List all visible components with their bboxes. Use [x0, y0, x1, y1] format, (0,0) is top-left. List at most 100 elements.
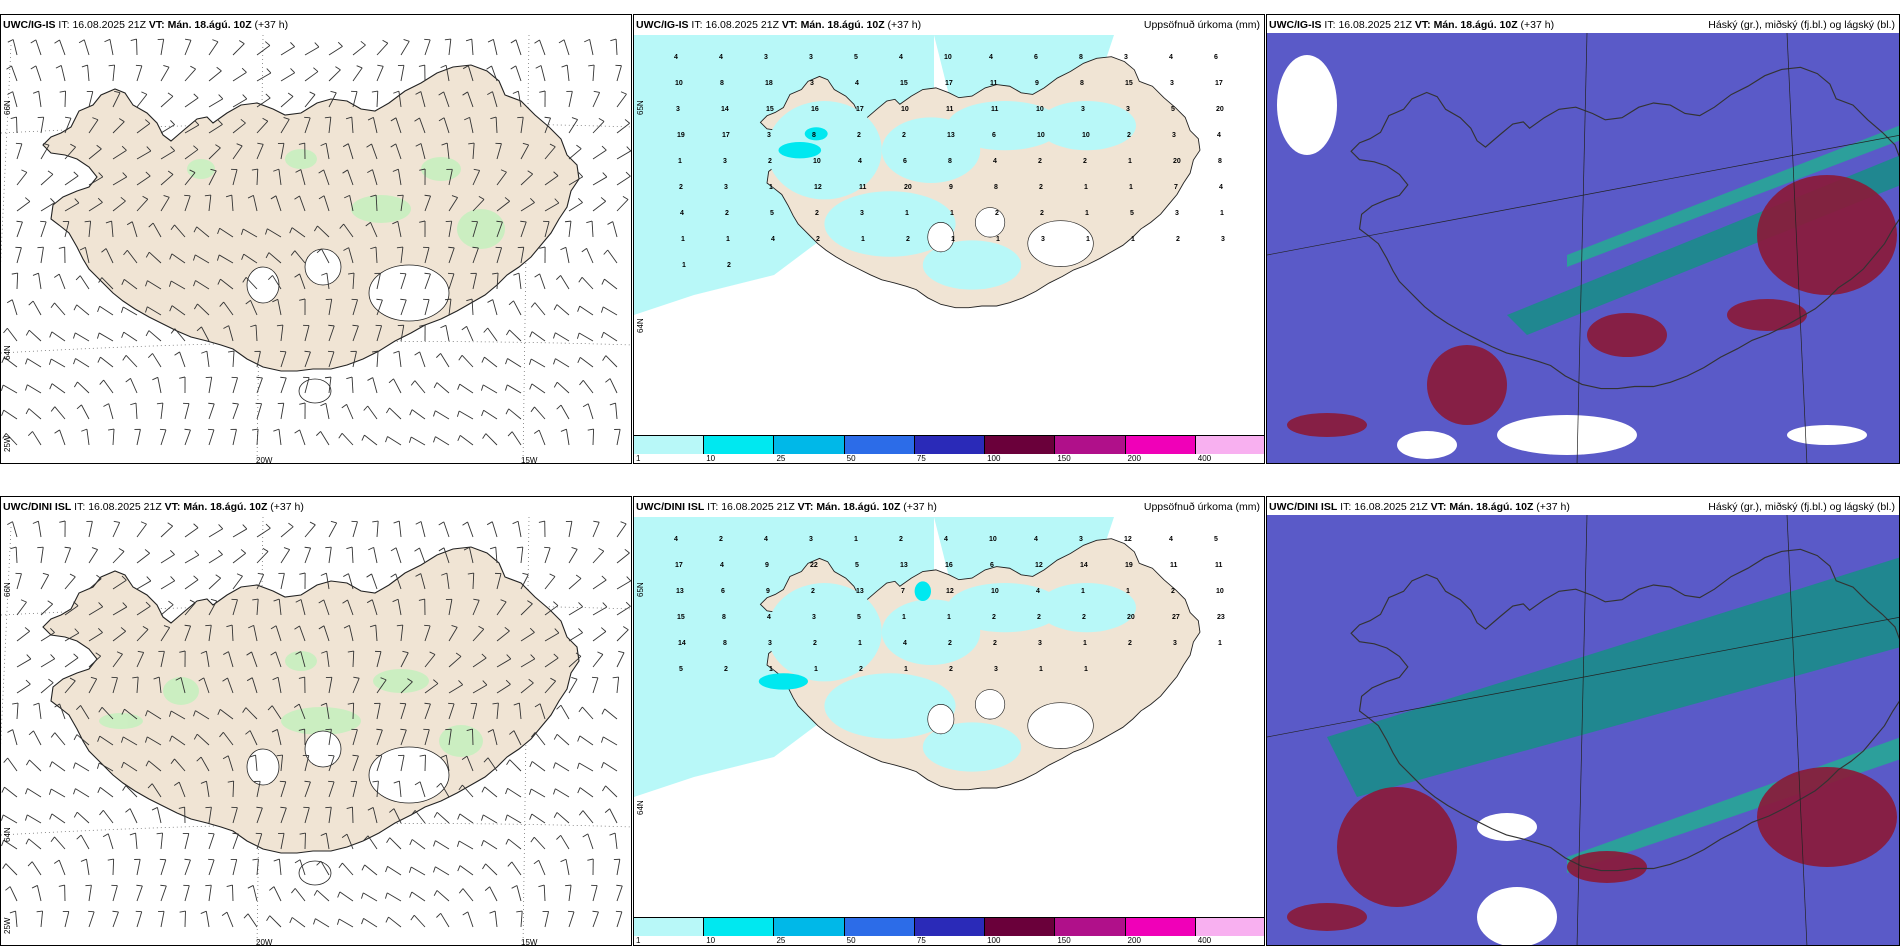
- precip-value: 8: [723, 640, 727, 647]
- lon-label: 15W: [521, 456, 538, 464]
- precip-value: 2: [899, 536, 903, 543]
- precip-value: 2: [1082, 614, 1086, 621]
- precip-value: 3: [767, 132, 771, 139]
- colorbar-label: 200: [1127, 936, 1141, 945]
- precip-value: 12: [946, 588, 954, 595]
- heavy-precip-area: [778, 127, 828, 159]
- precip-value: 2: [727, 262, 731, 269]
- precip-value: 10: [1036, 106, 1044, 113]
- colorbar-swatch: [1195, 918, 1264, 936]
- colorbar-label: 100: [987, 936, 1001, 945]
- precip-value: 8: [1218, 158, 1222, 165]
- precip-value: 7: [901, 588, 905, 595]
- glaciers: [246, 730, 450, 886]
- precip-value: 15: [900, 80, 908, 87]
- precip-value: 3: [994, 666, 998, 673]
- precip-value: 17: [945, 80, 953, 87]
- precip-value: 3: [768, 640, 772, 647]
- graticule: [1267, 514, 1899, 945]
- precip-value: 3: [1124, 54, 1128, 61]
- graticule: [1267, 32, 1899, 463]
- precip-value: 4: [764, 536, 768, 543]
- precip-value: 4: [771, 236, 775, 243]
- precip-value: 12: [1035, 562, 1043, 569]
- precip-value: 1: [769, 666, 773, 673]
- precip-value: 2: [724, 666, 728, 673]
- precip-colorbar: [634, 435, 1264, 454]
- lat-label: 65N: [636, 100, 645, 115]
- clear-sky-areas: [1477, 813, 1557, 945]
- precip-value: 17: [856, 106, 864, 113]
- colorbar-swatch: [985, 436, 1056, 454]
- precip-value: 3: [1081, 106, 1085, 113]
- lat-label: 66N: [3, 100, 12, 115]
- precip-value: 5: [857, 614, 861, 621]
- precip-value: 10: [944, 54, 952, 61]
- colorbar-label: 150: [1057, 454, 1071, 463]
- iceland-landmass: [1350, 66, 1899, 390]
- precip-value: 12: [1124, 536, 1132, 543]
- cloud-map: [1267, 514, 1899, 945]
- precip-value: 3: [1126, 106, 1130, 113]
- precip-value: 3: [1173, 640, 1177, 647]
- precip-value: 5: [679, 666, 683, 673]
- precip-value: 11: [1170, 562, 1178, 569]
- precip-value: 3: [723, 158, 727, 165]
- precip-value: 18: [765, 80, 773, 87]
- precip-value: 10: [1037, 132, 1045, 139]
- precip-value: 1: [950, 210, 954, 217]
- precip-value: 27: [1172, 614, 1180, 621]
- precip-value: 2: [719, 536, 723, 543]
- precip-value: 2: [1038, 158, 1042, 165]
- precip-value: 1: [678, 158, 682, 165]
- precip-value: 15: [677, 614, 685, 621]
- precip-value: 14: [721, 106, 729, 113]
- lat-label: 64N: [636, 800, 645, 815]
- lon-label: 15W: [521, 938, 538, 946]
- precip-value: 12: [814, 184, 822, 191]
- precip-value: 20: [1173, 158, 1181, 165]
- precip-value: 2: [1037, 614, 1041, 621]
- precip-value: 2: [949, 666, 953, 673]
- precip-value: 1: [1084, 184, 1088, 191]
- cloud-title: Háský (gr.), miðský (fj.bl.) og lágský (…: [1708, 19, 1895, 31]
- precip-value: 2: [859, 666, 863, 673]
- wind-barbs: [1, 520, 631, 928]
- colorbar-swatch: [1195, 436, 1264, 454]
- lon-label: 20W: [256, 938, 273, 946]
- precip-value: 3: [1038, 640, 1042, 647]
- precip-value: 1: [947, 614, 951, 621]
- colorbar-swatch: [1055, 436, 1126, 454]
- glaciers: [927, 207, 1094, 267]
- precip-value: 8: [948, 158, 952, 165]
- lat-label: 65N: [636, 582, 645, 597]
- precip-value: 1: [1086, 236, 1090, 243]
- precip-value: 13: [947, 132, 955, 139]
- precip-value: 19: [1125, 562, 1133, 569]
- precip-value: 4: [989, 54, 993, 61]
- colorbar-swatch: [844, 918, 915, 936]
- precip-value: 1: [1220, 210, 1224, 217]
- precip-value: 1: [814, 666, 818, 673]
- precip-value: 4: [1034, 536, 1038, 543]
- precip-map-panel-top: UWC/IG-IS IT: 16.08.2025 21Z VT: Mán. 18…: [633, 14, 1265, 464]
- precip-value: 2: [1176, 236, 1180, 243]
- cloud-map-panel-top: UWC/IG-IS IT: 16.08.2025 21Z VT: Mán. 18…: [1266, 14, 1900, 464]
- precip-value: 2: [995, 210, 999, 217]
- precip-value: 13: [900, 562, 908, 569]
- precip-value: 2: [993, 640, 997, 647]
- wind-map-panel-top: UWC/IG-IS IT: 16.08.2025 21Z VT: Mán. 18…: [0, 14, 632, 464]
- precip-value: 1: [1081, 588, 1085, 595]
- precip-value: 3: [809, 54, 813, 61]
- precip-value: 9: [766, 588, 770, 595]
- precip-value: 3: [1172, 132, 1176, 139]
- precip-value: 1: [1129, 184, 1133, 191]
- panel-title: UWC/DINI ISL IT: 16.08.2025 21Z VT: Mán.…: [636, 501, 937, 513]
- green-precip-patches: [99, 651, 483, 757]
- precip-value: 1: [1131, 236, 1135, 243]
- precip-map-panel-bottom: UWC/DINI ISL IT: 16.08.2025 21Z VT: Mán.…: [633, 496, 1265, 946]
- low-cloud-areas: [1287, 767, 1897, 931]
- precip-value: 1: [726, 236, 730, 243]
- precip-value: 13: [676, 588, 684, 595]
- precip-value: 4: [899, 54, 903, 61]
